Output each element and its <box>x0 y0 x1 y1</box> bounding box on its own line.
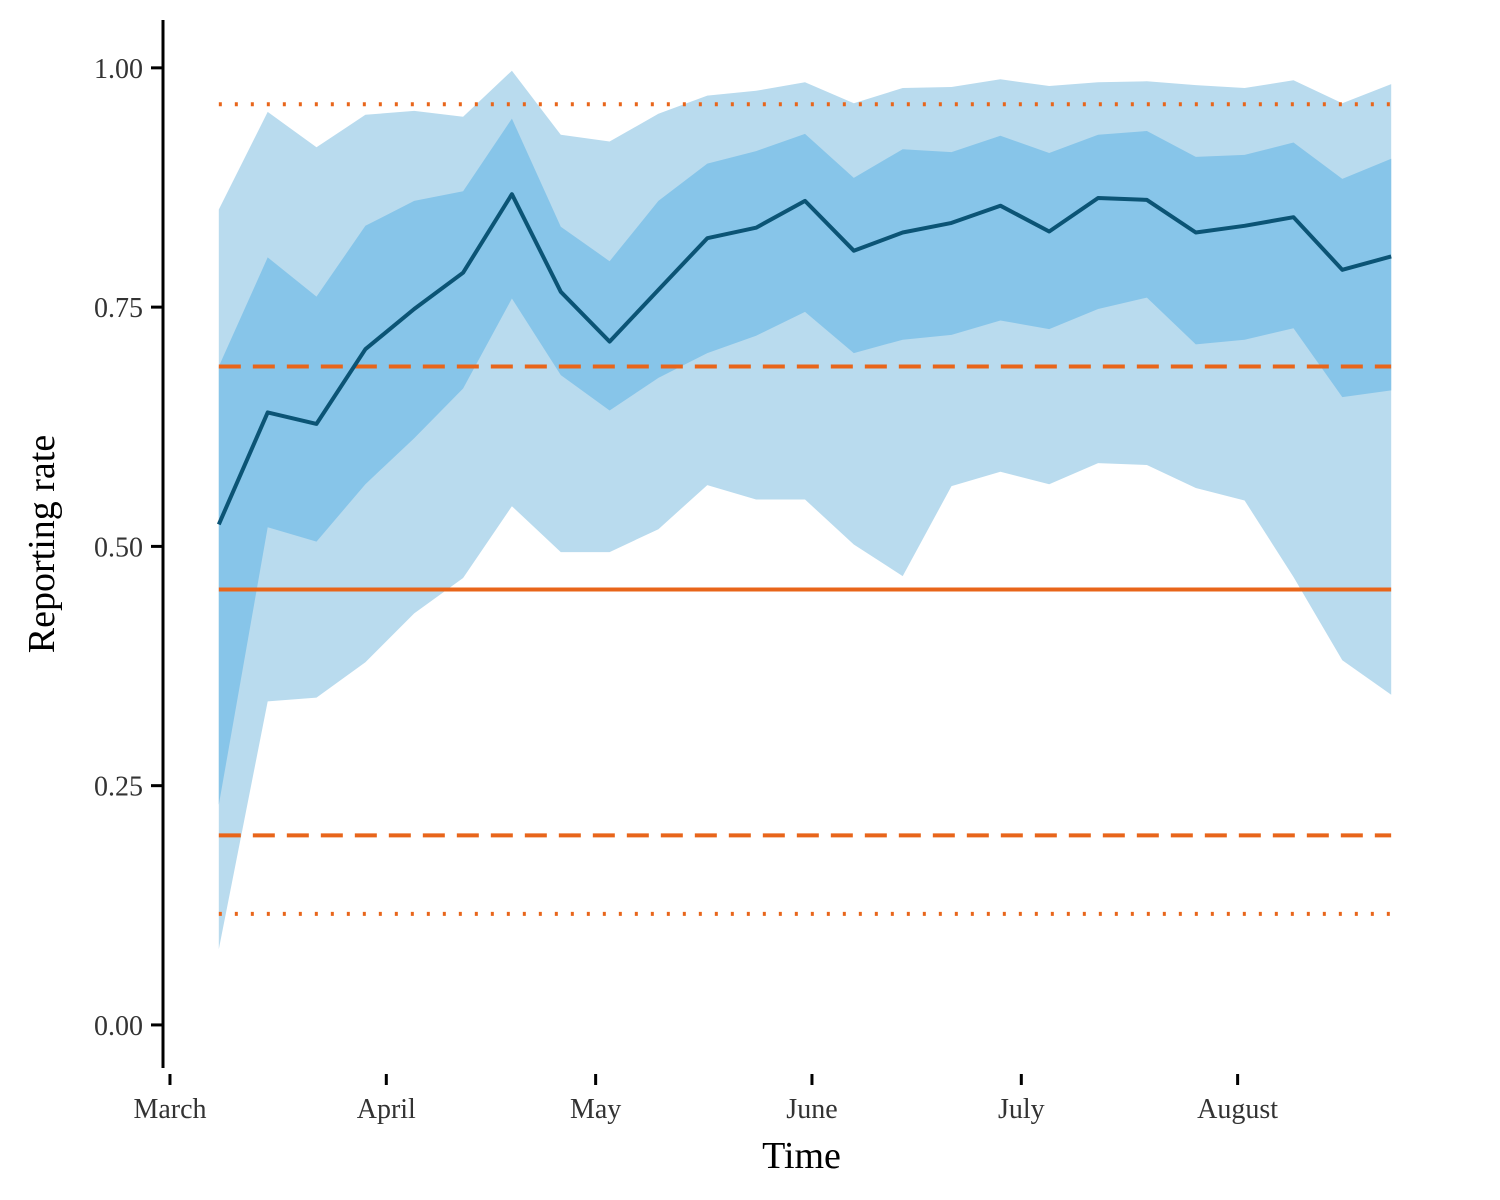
y-tick-label: 0.50 <box>94 532 143 563</box>
x-tick-label: July <box>998 1094 1045 1125</box>
x-tick-label: May <box>570 1094 621 1125</box>
median-line-layer <box>216 192 1392 526</box>
y-tick-label: 0.00 <box>94 1011 143 1042</box>
x-tick-label: March <box>133 1094 206 1125</box>
bands-layer <box>218 70 1392 950</box>
axes-layer: 0.00 0.25 0.50 0.75 1.00 March April May June Ju… <box>94 20 1278 1125</box>
inner-interval-band <box>218 118 1392 805</box>
x-axis-title: Time <box>762 1135 841 1177</box>
y-tick-label: 0.75 <box>94 293 143 324</box>
y-tick-label: 1.00 <box>94 54 143 85</box>
x-tick-label: June <box>786 1094 837 1125</box>
y-tick-label: 0.25 <box>94 772 143 803</box>
reference-lines-layer <box>218 102 1392 916</box>
x-axis-ticks: March April May June July August <box>133 1074 1278 1125</box>
y-axis-title: Reporting rate <box>21 435 63 653</box>
x-tick-label: August <box>1197 1094 1278 1125</box>
y-axis-ticks: 0.00 0.25 0.50 0.75 1.00 <box>94 54 163 1042</box>
x-tick-label: April <box>357 1094 416 1125</box>
median-line <box>216 192 1392 526</box>
